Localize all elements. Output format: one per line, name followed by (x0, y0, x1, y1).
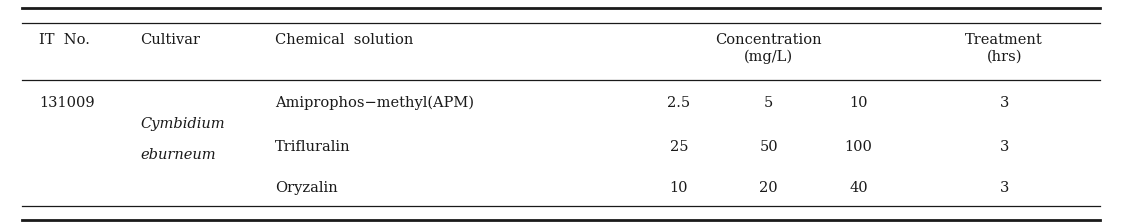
Text: Chemical  solution: Chemical solution (275, 33, 413, 47)
Text: 10: 10 (849, 96, 867, 110)
Text: eburneum: eburneum (140, 148, 215, 163)
Text: 20: 20 (760, 180, 778, 195)
Text: Treatment: Treatment (965, 33, 1043, 47)
Text: 3: 3 (1000, 180, 1009, 195)
Text: 10: 10 (670, 180, 688, 195)
Text: Oryzalin: Oryzalin (275, 180, 338, 195)
Text: IT  No.: IT No. (39, 33, 90, 47)
Text: 40: 40 (849, 180, 867, 195)
Text: 25: 25 (670, 139, 688, 154)
Text: 100: 100 (845, 139, 872, 154)
Text: Trifluralin: Trifluralin (275, 139, 350, 154)
Text: Cymbidium: Cymbidium (140, 117, 224, 131)
Text: Concentration: Concentration (715, 33, 822, 47)
Text: 3: 3 (1000, 139, 1009, 154)
Text: 3: 3 (1000, 96, 1009, 110)
Text: (mg/L): (mg/L) (744, 50, 793, 64)
Text: 2.5: 2.5 (668, 96, 690, 110)
Text: 50: 50 (760, 139, 778, 154)
Text: (hrs): (hrs) (986, 50, 1022, 64)
Text: Cultivar: Cultivar (140, 33, 200, 47)
Text: Amiprophos−methyl(APM): Amiprophos−methyl(APM) (275, 96, 473, 110)
Text: 131009: 131009 (39, 96, 95, 110)
Text: 5: 5 (764, 96, 773, 110)
